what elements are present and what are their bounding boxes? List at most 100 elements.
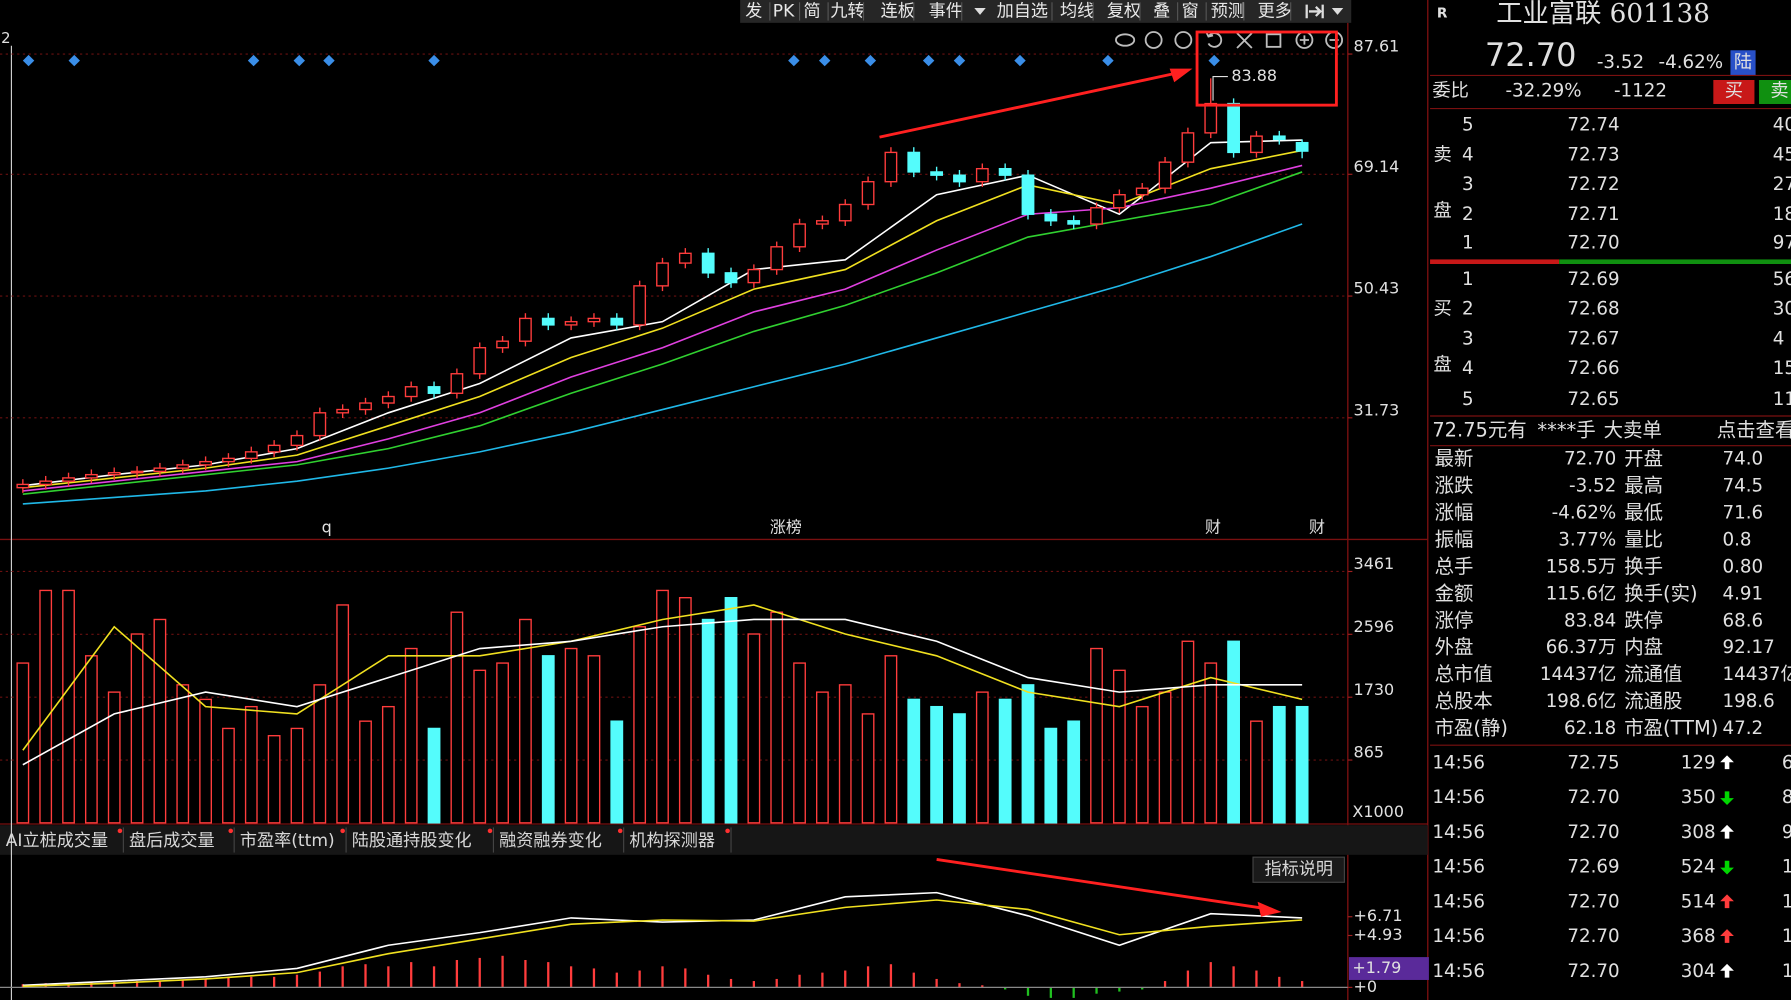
toolbar-button[interactable]: 预测: [1211, 1, 1245, 21]
volume-bar: [724, 597, 738, 824]
toolbar-button[interactable]: 复权: [1107, 1, 1141, 21]
trade-price: 72.70: [1567, 961, 1619, 982]
big-order[interactable]: 点击查看: [1717, 418, 1791, 441]
tool-undo[interactable]: [1205, 31, 1223, 48]
exit-icon[interactable]: [1305, 4, 1324, 19]
volume-bar: [290, 727, 304, 824]
toolbar-button[interactable]: 事件: [929, 1, 963, 21]
event-marker[interactable]: [818, 54, 831, 67]
indicator-button[interactable]: [1252, 856, 1345, 883]
candle-body: [1090, 207, 1103, 225]
ratio-bar-buy: [1430, 259, 1560, 264]
toolbar-button[interactable]: 九转: [830, 1, 864, 21]
indicator-button-label[interactable]: 指标说明: [1264, 860, 1332, 880]
big-order: ****手: [1537, 418, 1595, 441]
tab[interactable]: AI立桩成交量: [6, 831, 108, 851]
volume-bar: [1272, 705, 1286, 824]
event-marker[interactable]: [1208, 54, 1220, 67]
candle-body: [541, 317, 555, 326]
volume-bar: [1250, 720, 1263, 824]
toolbar-button[interactable]: 简: [804, 1, 821, 21]
volume-bar: [793, 662, 806, 824]
tool-frame[interactable]: [1265, 33, 1282, 48]
tab[interactable]: 融资融券变化: [499, 831, 602, 851]
dropdown-icon[interactable]: [1331, 8, 1344, 15]
trade-count: 11: [1782, 857, 1791, 878]
stat-value: 14437亿: [1722, 664, 1791, 685]
y-tick-label: +4.93: [1354, 925, 1403, 944]
toolbar-button[interactable]: 更多: [1258, 1, 1292, 21]
tab-dot: [117, 828, 123, 834]
event-marker[interactable]: [922, 54, 935, 67]
trade-count: 12: [1782, 926, 1791, 947]
current-value-label: +1.79: [1352, 958, 1401, 977]
line-series: [22, 899, 1303, 988]
y-tick-label: 31.73: [1354, 400, 1400, 419]
ratio-diff: -1122: [1614, 80, 1667, 101]
event-marker[interactable]: [68, 54, 80, 67]
stat-label: 总市值: [1435, 663, 1493, 686]
tab[interactable]: 陆股通持股变化: [352, 831, 472, 851]
stock-name: 工业富联 601138: [1496, 0, 1710, 29]
event-marker[interactable]: [247, 54, 260, 67]
event-marker[interactable]: [1014, 54, 1026, 67]
arrow-head: [1169, 68, 1193, 83]
candle-body: [724, 272, 738, 284]
event-label[interactable]: 财: [1309, 517, 1325, 536]
toolbar-button[interactable]: 叠: [1153, 1, 1170, 21]
toolbar-button[interactable]: 发: [745, 1, 762, 21]
event-marker[interactable]: [293, 54, 305, 67]
tab[interactable]: 盘后成交量: [129, 831, 215, 851]
y-tick-label: +0: [1354, 977, 1378, 996]
stat-label: 跌停: [1624, 609, 1663, 632]
level-volume: 40: [1773, 115, 1791, 136]
toolbar-button[interactable]: 窗: [1182, 1, 1199, 21]
volume-bar: [1181, 640, 1195, 824]
y-tick-label: 1730: [1354, 680, 1395, 699]
tab[interactable]: 市盈率(ttm): [240, 831, 335, 851]
tool-eye[interactable]: [1115, 33, 1136, 47]
stat-value: 0.8: [1722, 529, 1751, 550]
toolbar-button[interactable]: PK: [773, 1, 795, 21]
toolbar-button[interactable]: 均线: [1060, 1, 1094, 21]
sell-button[interactable]: [1759, 80, 1791, 104]
candle-body: [1204, 102, 1218, 134]
volume-bar: [1090, 647, 1103, 824]
event-marker[interactable]: [323, 54, 335, 67]
stat-value: 92.17: [1722, 637, 1774, 658]
highlight-box: [1195, 30, 1338, 107]
toolbar-button[interactable]: 连板: [881, 1, 915, 21]
buy-button[interactable]: [1713, 80, 1755, 104]
tool-play[interactable]: [1174, 31, 1193, 49]
tool-cut[interactable]: [1236, 32, 1253, 49]
charts: 31.73 50.43 69.14 87.61 865 1730 2596 3461 X1000…: [0, 37, 1429, 998]
trade-price: 72.70: [1567, 926, 1619, 947]
event-marker[interactable]: [1102, 54, 1114, 67]
volume-bar: [381, 705, 395, 824]
event-marker[interactable]: [428, 54, 440, 67]
event-marker[interactable]: [22, 54, 35, 67]
stat-label: 换手: [1624, 555, 1663, 578]
buy-button-label[interactable]: 买: [1725, 80, 1743, 101]
volume-bar: [84, 655, 98, 824]
stat-label: 总股本: [1435, 690, 1493, 713]
side-label: 卖: [1433, 144, 1451, 165]
dropdown-icon[interactable]: [974, 8, 986, 15]
tool-hand[interactable]: [1144, 31, 1163, 49]
candle-body: [39, 480, 53, 486]
event-label[interactable]: 财: [1205, 517, 1221, 536]
sell-button-label[interactable]: 卖: [1770, 80, 1788, 101]
event-label[interactable]: q: [322, 517, 332, 536]
candle-body: [930, 171, 944, 176]
event-marker[interactable]: [953, 54, 966, 67]
event-marker[interactable]: [864, 54, 877, 67]
volume-bar: [222, 727, 235, 824]
trade-volume: 514: [1681, 891, 1716, 912]
volume-bar: [313, 684, 327, 824]
tab[interactable]: 机构探测器: [629, 831, 715, 851]
unit-label: X1000: [1352, 802, 1404, 821]
event-marker[interactable]: [788, 54, 800, 67]
toolbar-button[interactable]: 加自选: [997, 1, 1048, 21]
volume-bar: [564, 647, 578, 824]
event-label[interactable]: 涨榜: [770, 517, 802, 536]
